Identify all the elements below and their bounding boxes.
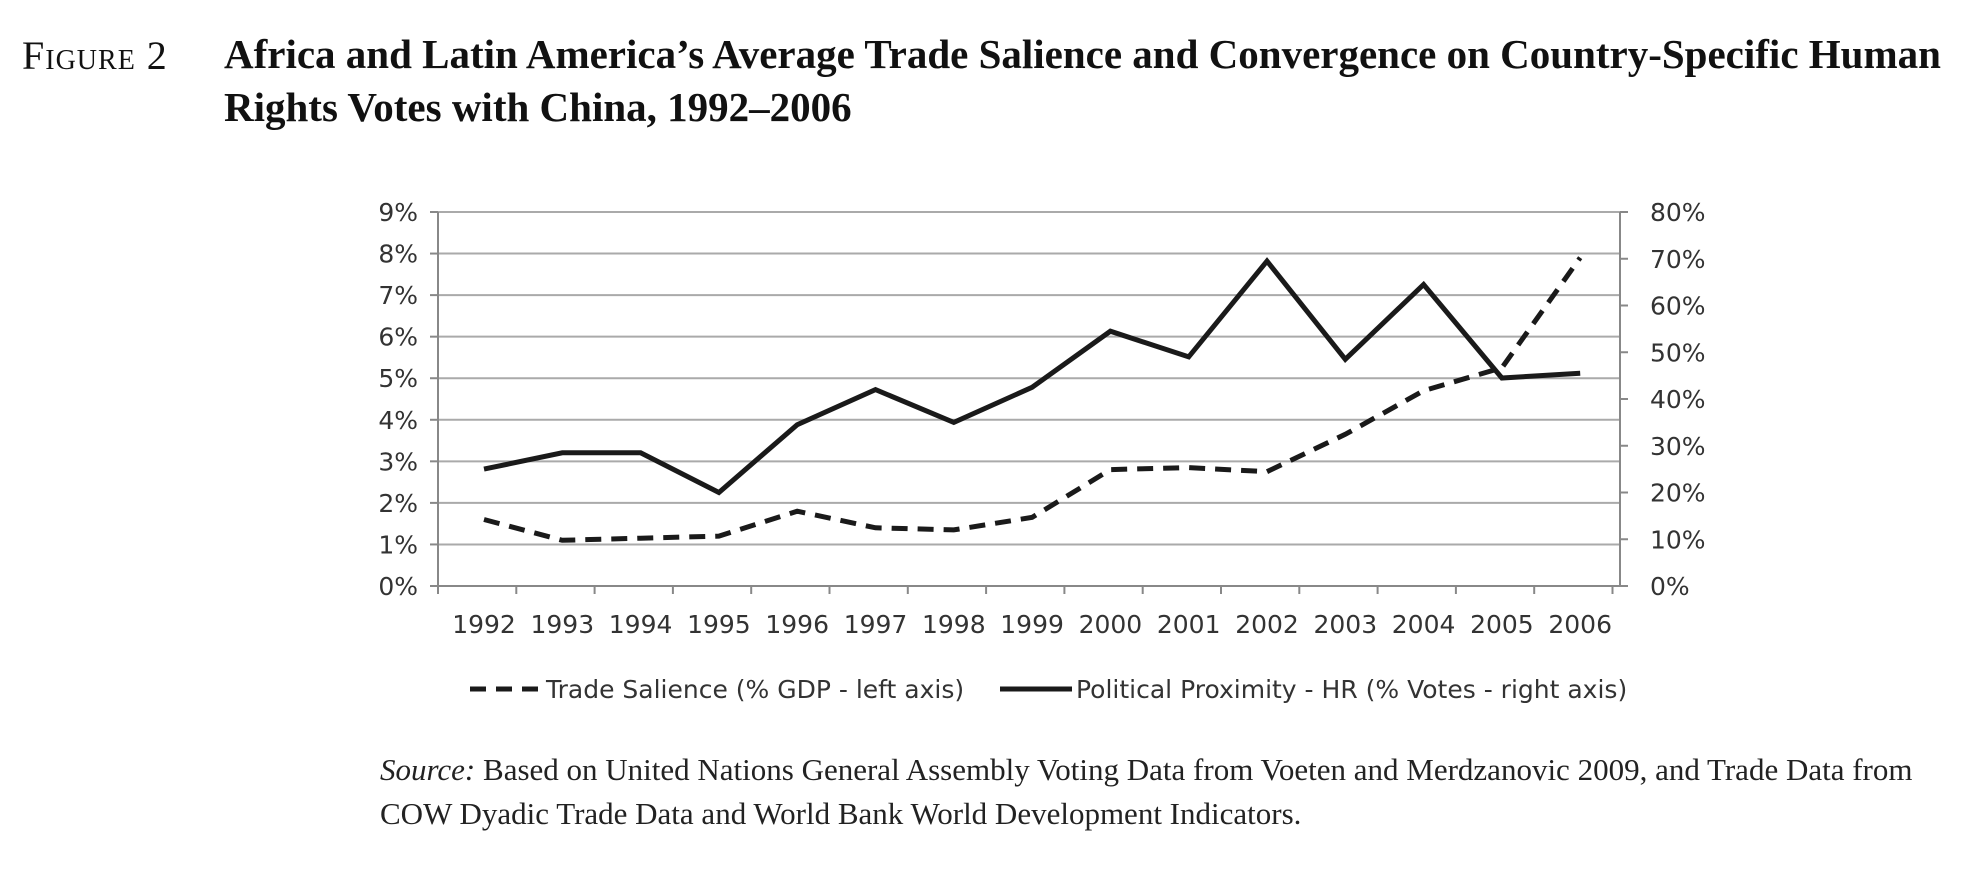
x-tick-label: 1994 xyxy=(609,610,673,639)
right-tick-label: 20% xyxy=(1650,479,1706,508)
right-tick-label: 70% xyxy=(1650,245,1706,274)
right-tick-label: 40% xyxy=(1650,385,1706,414)
x-tick-label: 2004 xyxy=(1392,610,1456,639)
x-tick-label: 2000 xyxy=(1079,610,1143,639)
right-axis-tick-labels: 0% 10% 20% 30% 40% 50% 60% 70% 80% xyxy=(1650,198,1706,601)
legend: Trade Salience (% GDP - left axis) Politi… xyxy=(470,675,1627,704)
right-tick-label: 50% xyxy=(1650,338,1706,367)
legend-item-trade-salience: Trade Salience (% GDP - left axis) xyxy=(470,675,964,704)
legend-label: Political Proximity - HR (% Votes - righ… xyxy=(1076,675,1627,704)
x-tick-label: 2002 xyxy=(1235,610,1299,639)
left-tick-label: 8% xyxy=(378,240,418,269)
political-proximity-line xyxy=(483,257,1581,496)
right-tick-label: 30% xyxy=(1650,432,1706,461)
left-tick-label: 4% xyxy=(378,406,418,435)
left-tick-label: 5% xyxy=(378,364,418,393)
source-label: Source: xyxy=(380,752,476,787)
figure-title: Africa and Latin America’s Average Trade… xyxy=(224,31,1941,130)
x-axis-tick-labels: 1992 1993 1994 1995 1996 1997 1998 1999 2000 2001… xyxy=(452,610,1612,639)
legend-item-political-proximity: Political Proximity - HR (% Votes - righ… xyxy=(1000,675,1627,704)
figure-label: Figure 2 xyxy=(22,33,168,78)
left-tick-label: 3% xyxy=(378,447,418,476)
right-tick-label: 10% xyxy=(1650,525,1706,554)
x-tick-label: 2001 xyxy=(1157,610,1221,639)
left-tick-label: 1% xyxy=(378,530,418,559)
source-text: Based on United Nations General Assembly… xyxy=(380,752,1913,831)
x-tick-label: 1997 xyxy=(844,610,908,639)
x-tick-label: 1992 xyxy=(452,610,516,639)
x-tick-label: 1995 xyxy=(687,610,751,639)
left-axis-tick-labels: 0% 1% 2% 3% 4% 5% 6% 7% 8% 9% xyxy=(378,198,418,601)
series-lines xyxy=(483,256,1583,543)
right-tick-label: 60% xyxy=(1650,292,1706,321)
x-tick-label: 1993 xyxy=(530,610,594,639)
grid-lines xyxy=(438,211,1620,546)
left-tick-label: 9% xyxy=(378,198,418,227)
tick-marks xyxy=(430,211,1628,594)
left-tick-label: 2% xyxy=(378,489,418,518)
x-tick-label: 1999 xyxy=(1000,610,1064,639)
x-tick-label: 1996 xyxy=(765,610,829,639)
legend-label: Trade Salience (% GDP - left axis) xyxy=(545,675,964,704)
axes xyxy=(437,212,1621,587)
x-tick-label: 2003 xyxy=(1313,610,1377,639)
x-tick-label: 2006 xyxy=(1548,610,1612,639)
x-tick-label: 1998 xyxy=(922,610,986,639)
left-tick-label: 7% xyxy=(378,281,418,310)
left-tick-label: 0% xyxy=(378,572,418,601)
right-tick-label: 0% xyxy=(1650,572,1690,601)
right-tick-label: 80% xyxy=(1650,198,1706,227)
left-tick-label: 6% xyxy=(378,323,418,352)
source-note: Source: Based on United Nations General … xyxy=(380,748,1940,836)
x-tick-label: 2005 xyxy=(1470,610,1534,639)
trade-salience-line xyxy=(483,256,1583,543)
